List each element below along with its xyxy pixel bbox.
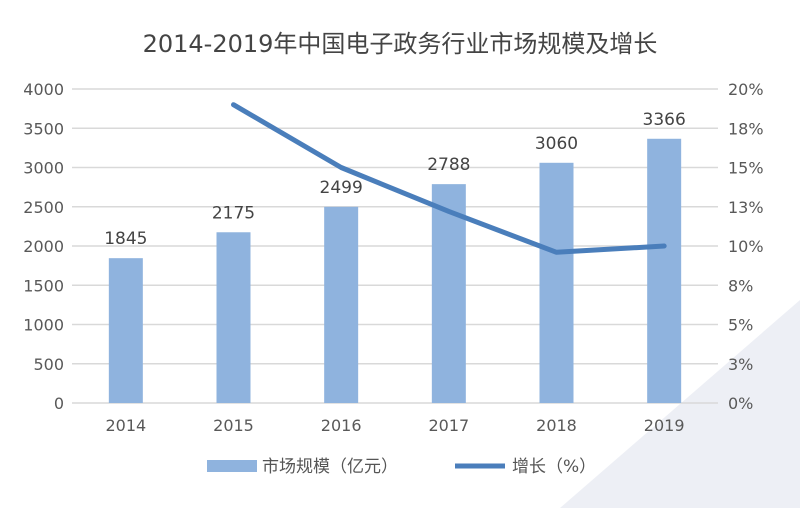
right-tick-label: 3% [728,355,753,374]
legend-label-line: 增长（%） [512,457,596,477]
x-tick-label: 2019 [644,416,685,435]
x-tick-label: 2016 [321,416,362,435]
data-label: 2175 [212,203,255,223]
left-tick-label: 0 [54,394,64,413]
left-tick-label: 500 [33,355,64,374]
data-label: 2788 [427,155,470,175]
left-tick-label: 2500 [23,198,64,217]
data-label: 3366 [643,110,686,130]
data-label: 3060 [535,134,578,154]
right-tick-label: 15% [728,159,764,178]
right-tick-label: 0% [728,394,753,413]
left-tick-label: 2000 [23,237,64,256]
left-tick-label: 4000 [23,80,64,99]
right-tick-label: 20% [728,80,764,99]
legend-swatch-bar [207,460,257,472]
x-tick-label: 2017 [428,416,469,435]
right-tick-label: 10% [728,237,764,256]
data-label: 1845 [104,229,147,249]
x-tick-label: 2014 [105,416,146,435]
right-tick-label: 13% [728,198,764,217]
bar-2018 [539,162,574,403]
bar-2019 [647,138,682,404]
left-tick-label: 1000 [23,316,64,335]
x-tick-label: 2015 [213,416,254,435]
x-tick-label: 2018 [536,416,577,435]
legend-label-bar: 市场规模（亿元） [262,457,398,477]
watermark [560,300,800,508]
left-tick-label: 3000 [23,159,64,178]
bar-2014 [108,258,143,403]
bar-2016 [324,206,359,403]
data-label: 2499 [320,178,363,198]
left-tick-label: 1500 [23,276,64,295]
right-tick-label: 18% [728,119,764,138]
bar-2015 [216,232,251,403]
left-tick-label: 3500 [23,119,64,138]
legend: 市场规模（亿元） 增长（%） [207,457,596,477]
chart-title: 2014-2019年中国电子政务行业市场规模及增长 [143,30,658,58]
bar-2017 [431,184,466,403]
right-tick-label: 8% [728,276,753,295]
right-tick-label: 5% [728,316,753,335]
